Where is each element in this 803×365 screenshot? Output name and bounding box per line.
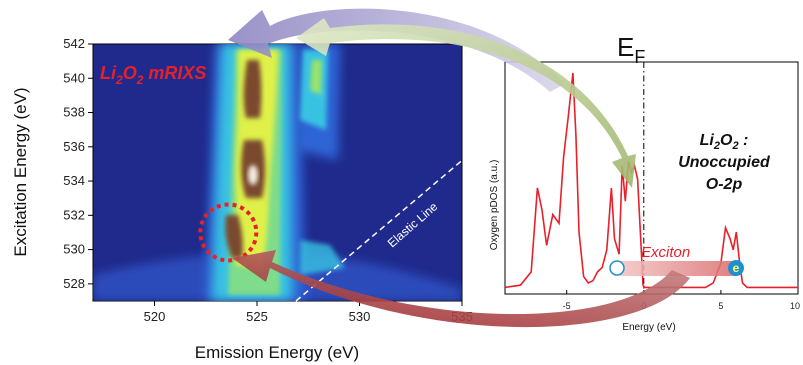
pdos-annotation-unoccupied: Unoccupied: [678, 154, 771, 171]
pdos-plot: -50510 Energy (eV) Oxygen pDOS (a.u.) EF…: [489, 32, 800, 333]
pdos-annotation-orbital: O-2p: [706, 176, 743, 193]
electron-icon: [728, 260, 744, 276]
fermi-level-title: EF: [617, 32, 645, 67]
exciton-label: Exciton: [641, 244, 690, 261]
exciton-highlight-circle: [198, 202, 259, 263]
rixs-y-tick-label: 532: [63, 207, 85, 222]
rixs-y-tick-label: 528: [63, 276, 85, 291]
rixs-x-axis-label: Emission Energy (eV): [195, 343, 359, 362]
hole-icon: [609, 260, 625, 276]
rixs-y-tick-label: 538: [63, 105, 85, 120]
rixs-map-title: Li2O2 mRIXS: [100, 63, 206, 87]
pdos-x-axis-label: Energy (eV): [622, 322, 675, 333]
green-arrow: [296, 18, 636, 188]
rixs-x-tick-label: 530: [349, 309, 371, 324]
rixs-map: Elastic Line Li2O2 mRIXS 520525530535 52…: [11, 36, 473, 362]
rixs-y-axis-label: Excitation Energy (eV): [11, 87, 30, 256]
rixs-y-axis: 528 530 532 534 536 538 540 542: [63, 36, 93, 291]
rixs-y-tick-label: 540: [63, 70, 85, 85]
rixs-y-tick-label: 536: [63, 139, 85, 154]
pdos-y-axis-label: Oxygen pDOS (a.u.): [489, 160, 500, 251]
rixs-x-tick-label: 525: [246, 309, 268, 324]
pdos-annotation-compound: Li2O2 :: [700, 132, 749, 152]
exciton-band: [620, 261, 736, 276]
connecting-arrows: [228, 8, 690, 328]
pdos-x-tick-label: 5: [718, 301, 723, 311]
elastic-line: [295, 159, 463, 302]
pdos-x-tick-label: 10: [790, 301, 800, 311]
rixs-map-intensity: [93, 44, 462, 301]
electron-label: e: [733, 261, 740, 275]
rixs-y-tick-label: 542: [63, 36, 85, 51]
pdos-x-tick-label: -5: [563, 301, 571, 311]
red-arrow: [232, 250, 690, 328]
rixs-x-tick-label: 520: [144, 309, 166, 324]
rixs-y-tick-label: 530: [63, 242, 85, 257]
rixs-y-tick-label: 534: [63, 173, 85, 188]
pdos-plot-frame: [504, 61, 799, 295]
